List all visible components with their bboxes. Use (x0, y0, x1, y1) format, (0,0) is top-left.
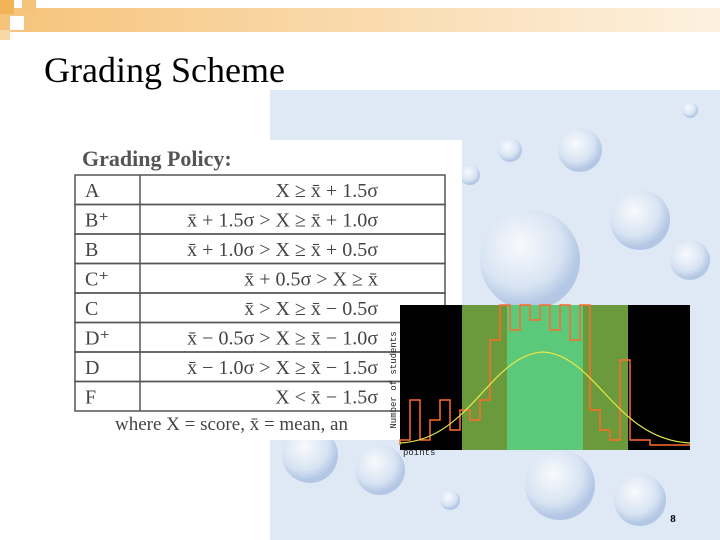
grade-condition: x̄ − 1.0σ > X ≥ x̄ − 1.5σ (187, 357, 378, 379)
corner-squares (0, 0, 36, 40)
policy-scan (72, 140, 462, 440)
grade-condition: X < x̄ − 1.5σ (275, 386, 378, 408)
policy-note: where X = score, x̄ = mean, an (115, 414, 348, 435)
grade-condition: x̄ + 1.0σ > X ≥ x̄ + 0.5σ (187, 239, 378, 261)
grade-condition: x̄ + 1.5σ > X ≥ x̄ + 1.0σ (187, 209, 378, 231)
grade-condition: x̄ > X ≥ x̄ − 0.5σ (244, 298, 378, 320)
histogram-x-label: points (403, 448, 435, 458)
bubbles (282, 102, 710, 526)
slide-title: Grading Scheme (44, 50, 285, 90)
histogram-image (399, 304, 691, 450)
grade: C (85, 298, 98, 320)
grade: B⁺ (85, 209, 109, 231)
grade: C⁺ (85, 268, 109, 290)
grade: D⁺ (85, 327, 110, 349)
policy-heading: Grading Policy: (82, 146, 232, 171)
page-number: 8 (670, 513, 676, 525)
grade: A (85, 180, 100, 202)
grade: D (85, 357, 99, 379)
histogram-y-label: Number of students (389, 331, 399, 428)
top-bar (0, 8, 720, 32)
grade-condition: x̄ − 0.5σ > X ≥ x̄ − 1.0σ (187, 327, 378, 349)
grade-condition: x̄ + 0.5σ > X ≥ x̄ (244, 268, 378, 290)
grade: B (85, 239, 98, 261)
grade-condition: X ≥ x̄ + 1.5σ (276, 180, 379, 202)
grade: F (85, 386, 96, 408)
